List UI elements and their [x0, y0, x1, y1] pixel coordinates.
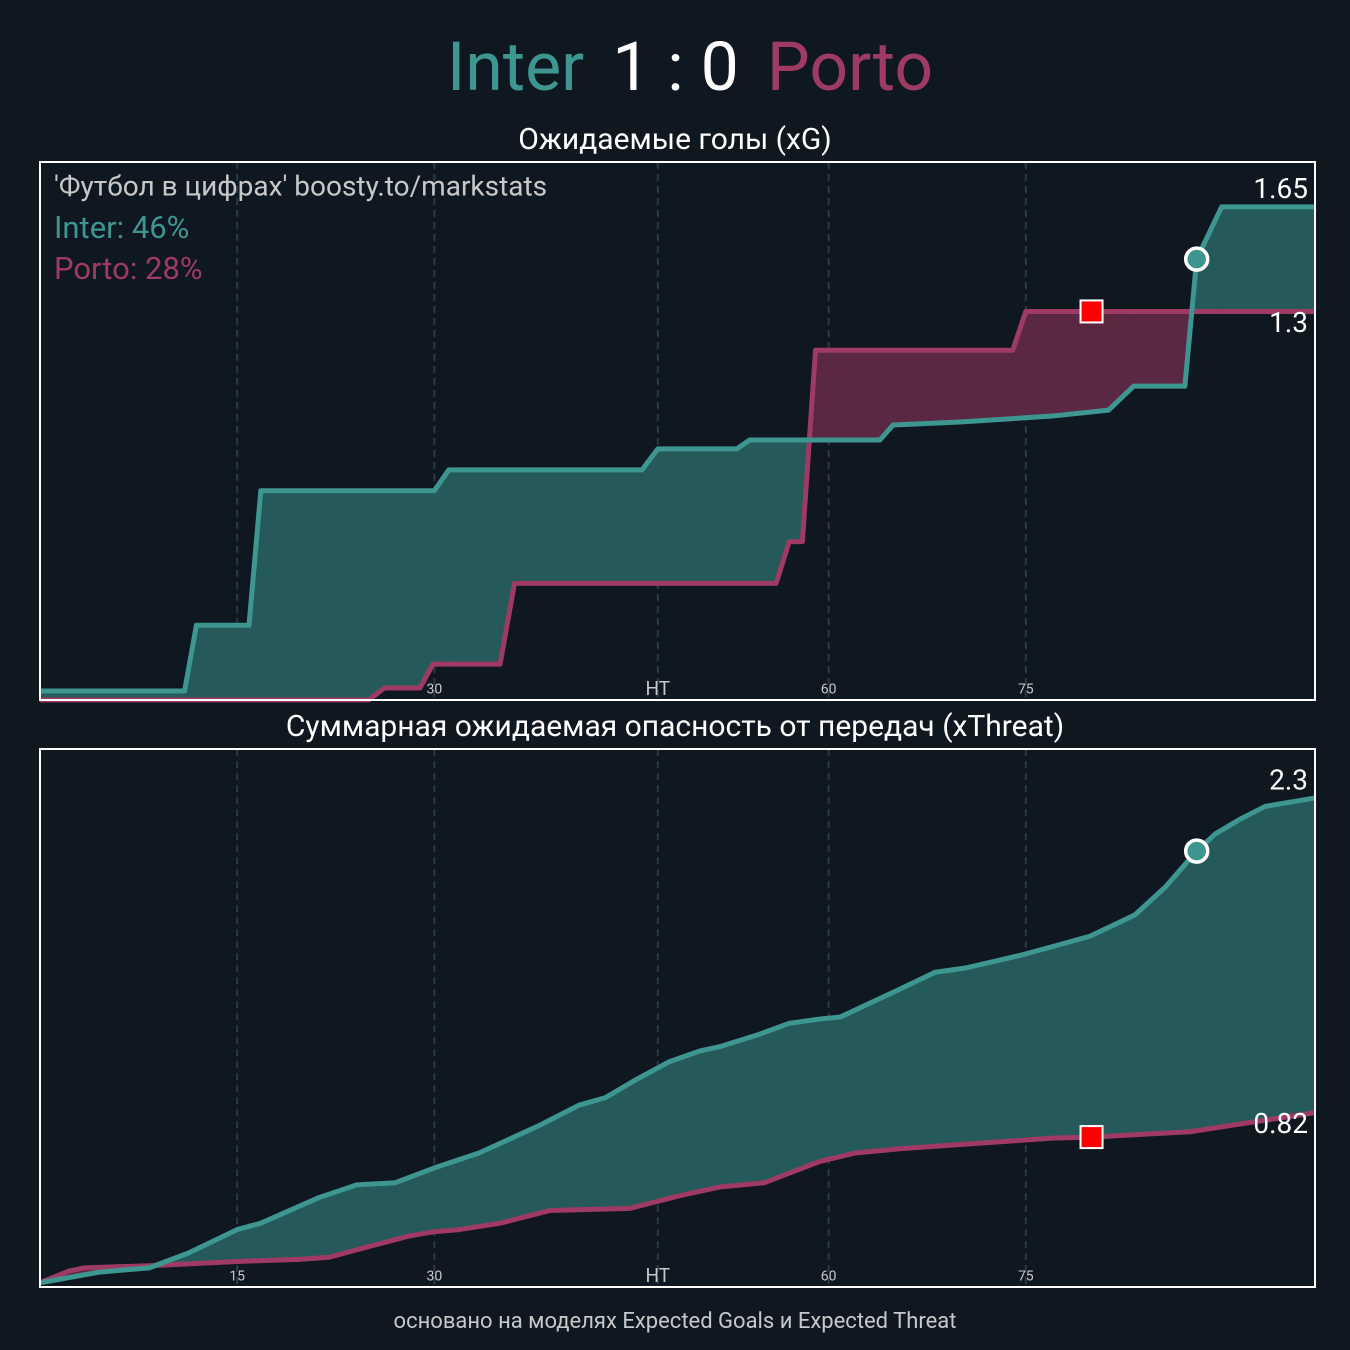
event-marker [1183, 246, 1210, 272]
area-fill [604, 1082, 631, 1210]
area-fill [788, 1018, 820, 1174]
x-tick-label: 30 [426, 1269, 442, 1285]
area-fill [578, 1097, 606, 1210]
away-team: Porto [767, 27, 933, 107]
area-fill [539, 1119, 551, 1214]
area-fill [679, 1050, 701, 1196]
x-tick-label: 75 [1018, 682, 1034, 698]
area-fill [788, 439, 803, 542]
x-tick-label: HT [645, 1264, 670, 1287]
area-fill [669, 1057, 681, 1199]
x-tick-label: HT [645, 677, 670, 700]
area-fill [368, 1182, 396, 1247]
end-value-label: 1.3 [1269, 306, 1308, 339]
area-fill [840, 1009, 856, 1157]
event-marker [1079, 299, 1104, 324]
area-fill [892, 349, 961, 426]
area-fill [478, 1142, 501, 1227]
footer: основано на моделях Expected Goals и Exp… [394, 1309, 957, 1334]
area-fill [899, 971, 936, 1150]
plot-frame [39, 748, 1316, 1288]
x-tick-label: 15 [229, 1269, 245, 1285]
area-fill [959, 349, 1013, 423]
panel-title: Суммарная ожидаемая опасность от передач… [286, 709, 1064, 744]
area-fill [633, 1061, 670, 1208]
area-fill [699, 1046, 720, 1192]
area-fill [763, 1022, 790, 1184]
area-fill [1196, 833, 1216, 1132]
event-marker [1079, 1125, 1104, 1150]
area-fill [815, 349, 881, 441]
area-fill [1025, 311, 1053, 419]
area-fill [1264, 797, 1316, 1121]
area-fill [434, 1159, 460, 1233]
home-team: Inter [447, 27, 584, 107]
end-value-label: 2.3 [1269, 763, 1308, 796]
area-fill [736, 439, 751, 584]
area-fill [719, 1033, 761, 1188]
score-header: Inter 1 : 0 Porto [447, 27, 933, 107]
area-fill [1239, 805, 1266, 1125]
area-fill [657, 448, 681, 584]
area-fill [1051, 935, 1091, 1139]
area-fill [260, 490, 369, 701]
x-tick-label: 60 [821, 682, 837, 698]
area-fill [1134, 886, 1166, 1136]
series-line [39, 1110, 1316, 1286]
area-fill [318, 1193, 330, 1259]
series-line [40, 204, 1315, 694]
area-fill [760, 1032, 765, 1184]
area-fill [514, 469, 643, 584]
source-note: 'Футбол в цифрах' boosty.to/markstats [54, 169, 547, 202]
area-fill [434, 468, 450, 665]
area-fill [459, 1152, 480, 1230]
event-marker [1183, 838, 1210, 864]
area-fill [819, 1016, 841, 1162]
legend-entry: Porto: 28% [54, 250, 203, 287]
end-value-label: 0.82 [1253, 1107, 1308, 1140]
area-fill [1091, 914, 1136, 1138]
area-fill [854, 988, 900, 1154]
x-tick-label: 75 [1018, 1269, 1034, 1285]
end-value-label: 1.65 [1253, 172, 1308, 205]
area-fill [1214, 824, 1232, 1129]
series-line [39, 795, 1316, 1286]
area-fill [965, 954, 1021, 1145]
legend-entry: Inter: 46% [54, 209, 189, 246]
area-fill [1230, 818, 1241, 1126]
x-tick-label: 30 [426, 682, 442, 698]
area-fill [1020, 946, 1053, 1141]
area-fill [448, 469, 501, 665]
area-fill [959, 967, 966, 1145]
plot-frame [39, 161, 1316, 701]
area-fill [1051, 311, 1109, 417]
area-fill [368, 490, 385, 701]
area-fill [749, 439, 777, 584]
area-fill [196, 624, 250, 701]
score: 1 : 0 [612, 27, 739, 107]
area-fill [549, 1104, 580, 1211]
area-fill [419, 490, 434, 689]
panel-title: Ожидаемые голы (xG) [518, 122, 831, 157]
area-fill [328, 1184, 358, 1258]
area-fill [1221, 206, 1316, 312]
area-fill [679, 448, 737, 584]
x-tick-label: 60 [821, 1269, 837, 1285]
area-fill [1189, 850, 1198, 1133]
area-fill [394, 1176, 410, 1241]
area-fill [1164, 857, 1191, 1134]
area-fill [1133, 311, 1186, 387]
area-fill [356, 1183, 369, 1251]
area-fill [934, 968, 961, 1147]
area-fill [384, 490, 421, 689]
area-fill [629, 1080, 635, 1209]
series-line [40, 308, 1315, 703]
